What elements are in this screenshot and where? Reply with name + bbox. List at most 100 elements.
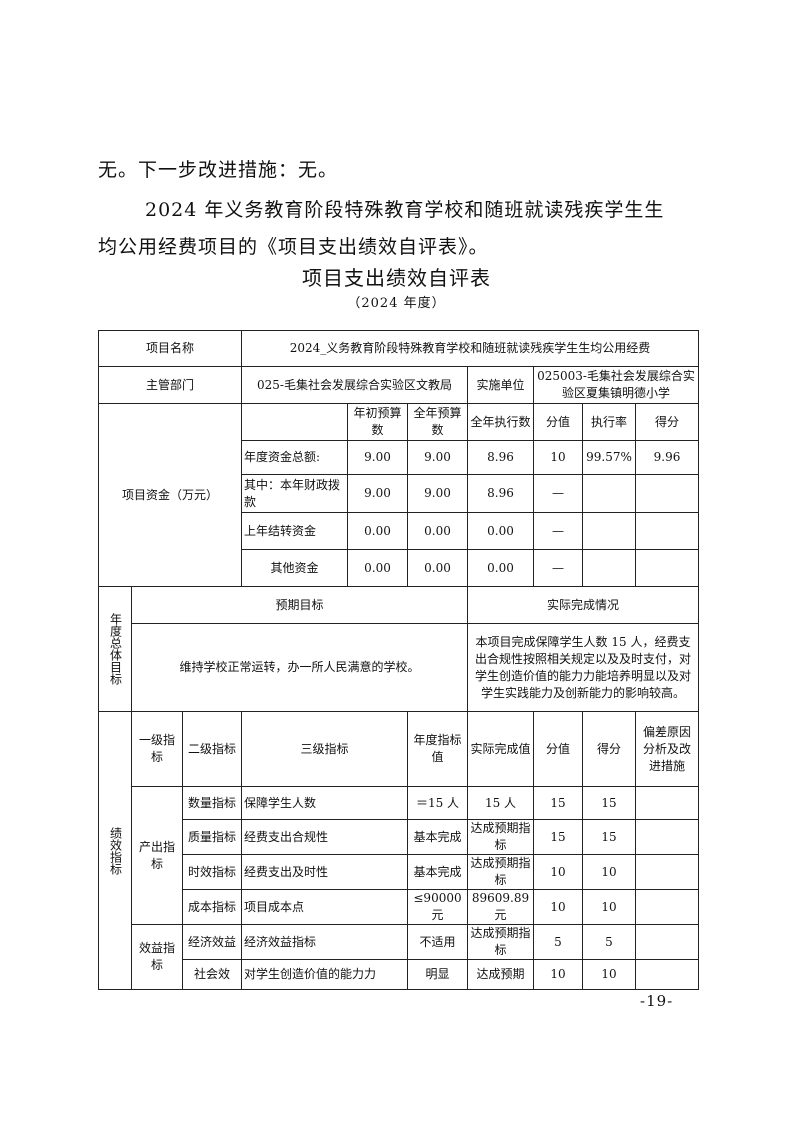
table-cell: 10 <box>582 959 636 990</box>
table-cell: 9.00 <box>407 440 468 475</box>
table-cell: ＝15 人 <box>407 786 468 820</box>
table-cell: 年度资金总额: <box>241 440 348 475</box>
table-cell: 10 <box>582 854 636 890</box>
table-cell: 达成预期指标 <box>467 924 534 960</box>
table-row: 产出指标 数量指标 保障学生人数 ＝15 人 15 人 15 15 <box>99 786 700 925</box>
table-cell: 三级指标 <box>241 711 408 787</box>
table-row: 上年结转资金 0.00 0.00 0.00— <box>99 512 700 550</box>
column-header: 全年执行数 <box>467 403 534 441</box>
table-cell <box>634 854 700 890</box>
table-cell: 025-毛集社会发展综合实验区文教局 <box>241 366 468 404</box>
table-cell: 质量指标 <box>182 819 242 855</box>
table-title: 项目支出绩效自评表 <box>302 266 491 290</box>
table-cell: 0.00 <box>407 549 468 587</box>
table-cell: 0.00 <box>467 512 534 550</box>
table-cell: 基本完成 <box>407 819 468 855</box>
table-cell: 经济效益 <box>182 924 242 960</box>
table-cell: 其他资金 <box>241 549 348 587</box>
table-cell: 8.96 <box>467 474 534 513</box>
table-cell: 0.00 <box>407 512 468 550</box>
perf-label: 绩效指标 <box>98 711 132 990</box>
column-header: 年初预算数 <box>347 403 408 441</box>
table-cell: 0.00 <box>347 549 408 587</box>
table-cell: 不适用 <box>407 924 468 960</box>
table-cell <box>634 924 700 960</box>
table-cell: 9.00 <box>347 474 408 513</box>
table-cell: — <box>533 512 583 550</box>
table-cell: 10 <box>533 854 583 890</box>
table-cell <box>582 549 636 587</box>
paragraph-line: 2024 年义务教育阶段特殊教育学校和随班就读残疾学生生 <box>145 199 665 221</box>
table-row: 效益指标 经济效益 经济效益指标 不适用 达成预期指标 5 5 <box>99 924 700 990</box>
table-cell: 分值 <box>533 711 583 787</box>
table-cell: 达成预期 <box>467 959 534 990</box>
table-cell <box>634 512 700 550</box>
table-row: 年度资金总额: 9.00 9.00 8.96 10 99.57% 9.96 <box>99 440 700 475</box>
table-cell: 上年结转资金 <box>241 512 348 550</box>
table-cell <box>634 549 700 587</box>
table-cell: 经费支出合规性 <box>241 819 408 855</box>
table-cell: 实施单位 <box>467 366 534 404</box>
table-cell: 保障学生人数 <box>241 786 408 820</box>
column-header: 执行率 <box>582 403 636 441</box>
table-cell: 一级指标 <box>131 711 183 787</box>
table-cell: 实际完成情况 <box>466 586 700 624</box>
table-cell: 15 <box>582 786 636 820</box>
column-header: 分值 <box>533 403 583 441</box>
table-cell: 主管部门 <box>98 366 242 404</box>
table-cell <box>582 474 636 513</box>
table-cell: 对学生创造价值的能力力 <box>241 959 408 990</box>
goal-label: 年度总体目标 <box>98 586 132 712</box>
table-cell: 025003-毛集社会发展综合实验区夏集镇明德小学 <box>532 366 700 404</box>
table-cell: 明显 <box>407 959 468 990</box>
table-cell: 达成预期指标 <box>467 854 534 890</box>
self-evaluation-table: 项目名称 2024_义务教育阶段特殊教育学校和随班就读残疾学生生均公用经费 主管部门… <box>98 330 700 990</box>
table-cell: 10 <box>582 889 636 925</box>
table-cell: 维持学校正常运转，办一所人民满意的学校。 <box>131 623 468 712</box>
table-cell: 达成预期指标 <box>467 819 534 855</box>
paragraph-line: 均公用经费项目的《项目支出绩效自评表》。 <box>98 236 489 258</box>
table-cell: 项目成本点 <box>241 889 408 925</box>
table-row: 社会效 对学生创造价值的能力力 明显 达成预期 10 10 <box>99 959 700 990</box>
table-cell: 15 人 <box>467 786 534 820</box>
table-cell: 89609.89元 <box>467 889 534 925</box>
table-cell <box>634 474 700 513</box>
table-cell: 其中：本年财政拨款 <box>241 474 348 513</box>
table-cell: 基本完成 <box>407 854 468 890</box>
table-cell: 99.57% <box>582 440 636 475</box>
table-row: 成本指标 项目成本点 ≤90000元 89609.89元 10 10 <box>99 889 700 925</box>
table-cell: 9.00 <box>407 474 468 513</box>
table-cell: ≤90000元 <box>407 889 468 925</box>
table-cell: 9.96 <box>634 440 700 475</box>
table-row: 时效指标 经费支出及时性 基本完成 达成预期指标 10 10 <box>99 854 700 890</box>
table-cell: 5 <box>533 924 583 960</box>
table-cell: 10 <box>533 889 583 925</box>
table-cell: 经费支出及时性 <box>241 854 408 890</box>
table-cell: 得分 <box>582 711 636 787</box>
table-cell: 成本指标 <box>182 889 242 925</box>
table-cell <box>582 512 636 550</box>
table-cell: 15 <box>533 786 583 820</box>
table-cell: 10 <box>533 959 583 990</box>
table-cell: 8.96 <box>467 440 534 475</box>
table-cell: 预期目标 <box>131 586 468 624</box>
table-cell: 9.00 <box>347 440 408 475</box>
table-cell: 产出指标 <box>131 786 183 925</box>
table-cell <box>634 889 700 925</box>
funds-label: 项目资金（万元） <box>98 403 242 587</box>
table-cell: 15 <box>582 819 636 855</box>
table-cell: 经济效益指标 <box>241 924 408 960</box>
column-header: 得分 <box>634 403 700 441</box>
table-cell: 年度指标值 <box>407 711 468 787</box>
table-cell: 二级指标 <box>182 711 242 787</box>
table-cell: 0.00 <box>467 549 534 587</box>
table-cell: 数量指标 <box>182 786 242 820</box>
table-cell: 偏差原因分析及改进措施 <box>634 711 700 787</box>
page-number: -19- <box>640 992 674 1010</box>
project-name: 2024_义务教育阶段特殊教育学校和随班就读残疾学生生均公用经费 <box>240 330 700 367</box>
table-cell <box>241 403 348 441</box>
table-cell: 0.00 <box>347 512 408 550</box>
table-cell: 效益指标 <box>131 924 183 990</box>
column-header: 全年预算数 <box>407 403 468 441</box>
